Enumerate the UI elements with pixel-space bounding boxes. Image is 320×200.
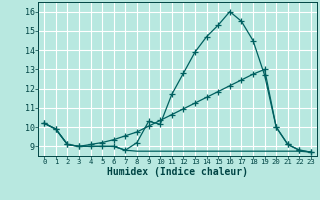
X-axis label: Humidex (Indice chaleur): Humidex (Indice chaleur) [107,167,248,177]
